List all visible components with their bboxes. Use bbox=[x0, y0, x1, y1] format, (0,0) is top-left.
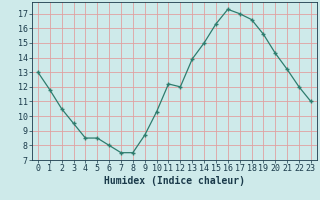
X-axis label: Humidex (Indice chaleur): Humidex (Indice chaleur) bbox=[104, 176, 245, 186]
